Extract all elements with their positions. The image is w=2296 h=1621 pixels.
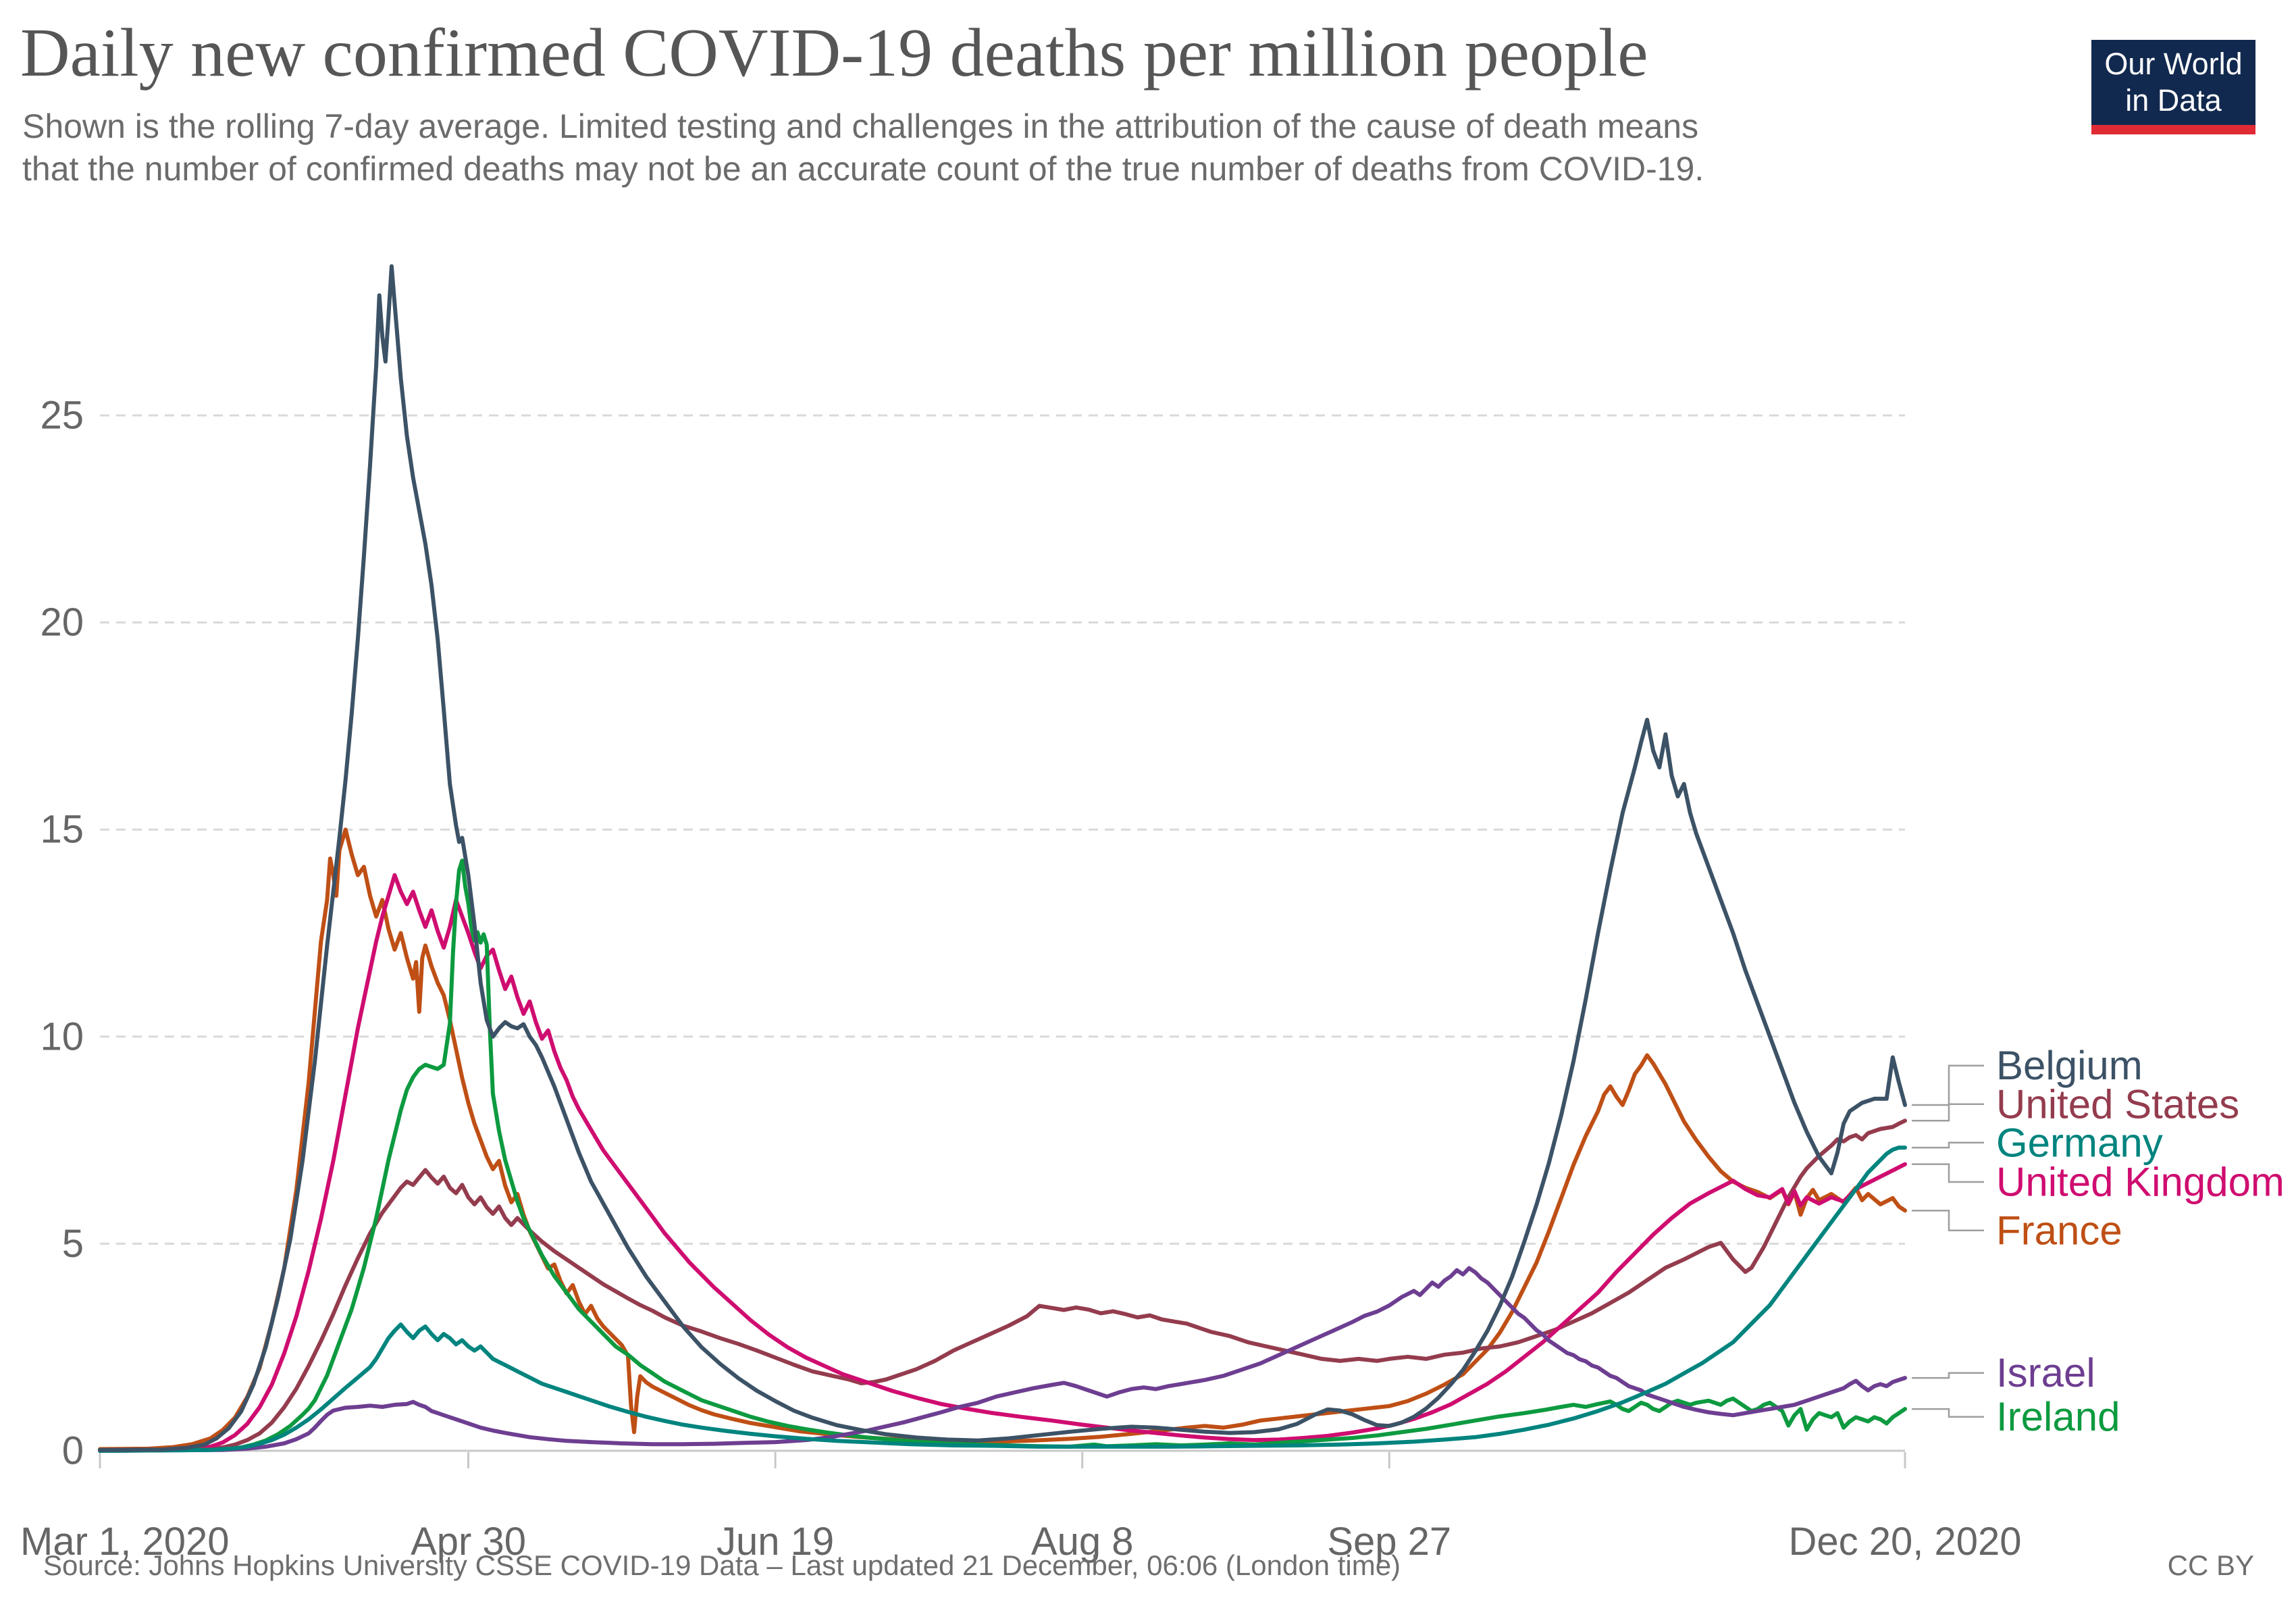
legend-label-belgium[interactable]: Belgium bbox=[1996, 1043, 2143, 1088]
x-axis-label-Dec 20, 2020: Dec 20, 2020 bbox=[1788, 1520, 2021, 1564]
series-line-israel[interactable] bbox=[98, 1266, 1907, 1453]
license-link[interactable]: CC BY bbox=[2167, 1549, 2254, 1581]
legend-label-germany[interactable]: Germany bbox=[1996, 1120, 2163, 1165]
page-title: Daily new confirmed COVID-19 deaths per … bbox=[20, 15, 1648, 91]
owid-logo-line-1: Our World bbox=[2104, 47, 2243, 81]
series-line-germany[interactable] bbox=[98, 1146, 1907, 1453]
x-axis-label-Aug 8: Aug 8 bbox=[1031, 1520, 1134, 1564]
y-axis-label-0: 0 bbox=[62, 1429, 84, 1473]
series-line-united-kingdom[interactable] bbox=[98, 873, 1907, 1453]
owid-logo-red-bar bbox=[2091, 125, 2255, 134]
legend-label-france[interactable]: France bbox=[1996, 1208, 2122, 1253]
y-axis-label-5: 5 bbox=[62, 1222, 84, 1266]
y-axis-label-20: 20 bbox=[40, 600, 84, 644]
series-line-france[interactable] bbox=[98, 827, 1907, 1451]
legend-label-united-kingdom[interactable]: United Kingdom bbox=[1996, 1160, 2285, 1205]
legend-connector-belgium bbox=[1912, 1064, 1984, 1106]
legend-connector-ireland bbox=[1912, 1408, 1984, 1418]
series-line-ireland[interactable] bbox=[98, 858, 1907, 1453]
legend-label-united-states[interactable]: United States bbox=[1996, 1081, 2239, 1127]
owid-logo-line-2: in Data bbox=[2125, 83, 2222, 118]
series-line-belgium[interactable] bbox=[98, 264, 1907, 1452]
page-subtitle-line-1: Shown is the rolling 7-day average. Limi… bbox=[22, 107, 1699, 145]
legend-connector-united-kingdom bbox=[1912, 1163, 1984, 1183]
legend-label-ireland[interactable]: Ireland bbox=[1996, 1394, 2120, 1439]
owid-logo[interactable]: Our World in Data bbox=[2091, 40, 2255, 125]
legend-connector-united-states bbox=[1912, 1103, 1984, 1122]
x-axis-label-Jun 19: Jun 19 bbox=[716, 1520, 834, 1564]
legend-connector-germany bbox=[1912, 1141, 1984, 1149]
legend-connector-israel bbox=[1912, 1372, 1984, 1379]
x-axis-label-Apr 30: Apr 30 bbox=[411, 1520, 526, 1564]
y-axis-label-15: 15 bbox=[40, 808, 84, 852]
series-line-united-states[interactable] bbox=[98, 1118, 1907, 1453]
page-subtitle: Shown is the rolling 7-day average. Limi… bbox=[22, 105, 1704, 190]
legend-label-israel[interactable]: Israel bbox=[1996, 1350, 2095, 1395]
y-axis-label-10: 10 bbox=[40, 1014, 84, 1058]
source-note: Source: Johns Hopkins University CSSE CO… bbox=[43, 1549, 1401, 1581]
page-subtitle-line-2: that the number of confirmed deaths may … bbox=[22, 150, 1704, 188]
x-axis-label-Mar 1, 2020: Mar 1, 2020 bbox=[20, 1520, 230, 1564]
legend-connector-france bbox=[1912, 1210, 1984, 1232]
y-axis-label-25: 25 bbox=[40, 394, 84, 438]
x-axis-label-Sep 27: Sep 27 bbox=[1327, 1520, 1451, 1564]
